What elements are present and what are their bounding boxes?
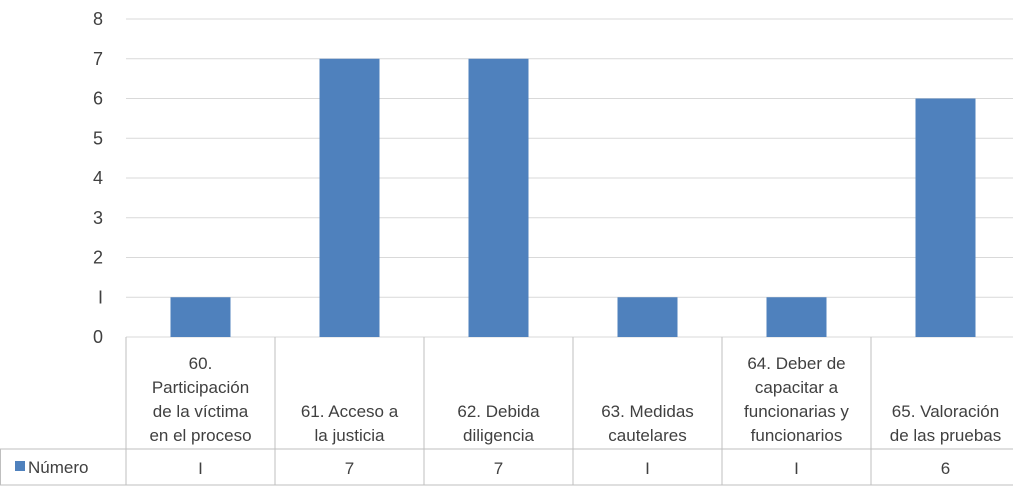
y-tick-label: 5 <box>93 128 103 148</box>
x-tick-label: cautelares <box>608 426 686 445</box>
x-tick-label: en el proceso <box>149 426 251 445</box>
x-tick-label: de las pruebas <box>890 426 1002 445</box>
gridlines <box>126 18 1013 338</box>
data-label: I <box>794 459 799 478</box>
data-label: I <box>198 459 203 478</box>
x-tick-label: capacitar a <box>755 378 839 397</box>
x-tick-label: diligencia <box>463 426 534 445</box>
bar <box>170 297 231 337</box>
data-label: 7 <box>494 459 503 478</box>
y-tick-label: 8 <box>93 9 103 29</box>
x-tick-label: funcionarios <box>751 426 843 445</box>
data-label: I <box>645 459 650 478</box>
bar <box>617 297 678 337</box>
y-tick-label: 6 <box>93 89 103 109</box>
data-label: 6 <box>941 459 950 478</box>
data-table: 60. Participación de la víctima en el proce… <box>0 337 1013 486</box>
legend-swatch <box>15 461 25 471</box>
y-tick-label: 4 <box>93 168 103 188</box>
y-tick-label: 2 <box>93 248 103 268</box>
data-label: 7 <box>345 459 354 478</box>
y-tick-label: I <box>98 287 103 307</box>
x-tick-label: 65. Valoración <box>892 402 999 421</box>
legend-label: Número <box>28 458 88 477</box>
y-tick-label: 7 <box>93 49 103 69</box>
bar <box>766 297 827 337</box>
y-tick-label: 3 <box>93 208 103 228</box>
x-tick-label: Participación <box>152 378 249 397</box>
x-tick-label: funcionarias y <box>744 402 849 421</box>
y-axis: 0 I 2 3 4 5 6 7 8 <box>93 9 103 347</box>
bar <box>915 98 976 337</box>
bar <box>319 58 380 337</box>
x-tick-label: 62. Debida <box>457 402 540 421</box>
x-tick-label: la justicia <box>315 426 385 445</box>
bar <box>468 58 529 337</box>
x-tick-label: 60. <box>189 354 213 373</box>
y-tick-label: 0 <box>93 327 103 347</box>
x-tick-label: de la víctima <box>153 402 249 421</box>
x-tick-label: 64. Deber de <box>747 354 845 373</box>
x-tick-label: 63. Medidas <box>601 402 694 421</box>
bars <box>170 58 976 337</box>
x-tick-label: 61. Acceso a <box>301 402 399 421</box>
